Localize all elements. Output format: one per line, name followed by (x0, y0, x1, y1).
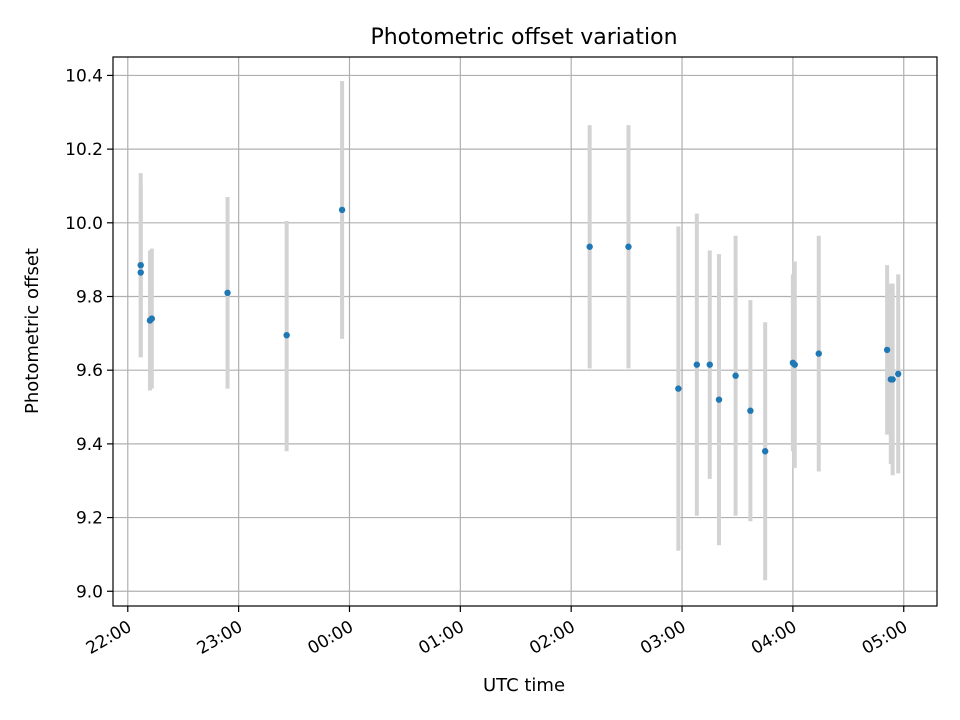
data-point (283, 331, 290, 339)
data-point (889, 376, 896, 383)
data-point (895, 370, 902, 378)
y-tick-label: 9.0 (76, 582, 103, 602)
data-point (224, 289, 231, 297)
y-tick-label: 10.0 (65, 214, 103, 234)
data-point (625, 243, 632, 250)
x-tick-label: 05:00 (859, 617, 911, 659)
data-point (675, 385, 682, 392)
chart-title: Photometric offset variation (370, 25, 677, 50)
x-tick-label: 03:00 (637, 617, 689, 659)
plot-frame (112, 56, 938, 607)
y-axis: 9.0 9.2 9.4 9.6 9.8 10.0 10.2 10.4 (65, 66, 113, 602)
data-point (586, 243, 593, 250)
data-point (761, 448, 769, 455)
data-point (137, 261, 144, 269)
data-point (338, 206, 346, 214)
x-tick-label: 22:00 (83, 617, 135, 659)
x-axis: 22:00 23:00 00:00 01:00 02:00 03:00 04:00 05:00 (83, 606, 911, 659)
data-point (791, 361, 798, 368)
x-tick-label: 02:00 (526, 617, 578, 659)
x-tick-label: 04:00 (748, 617, 800, 659)
data-point (148, 315, 155, 322)
y-tick-label: 10.4 (65, 66, 103, 86)
x-axis-label: UTC time (483, 675, 565, 696)
x-tick-label: 01:00 (415, 617, 467, 659)
data-point (715, 396, 723, 403)
y-axis-label: Photometric offset (22, 248, 43, 414)
data-point (693, 361, 701, 368)
x-tick-label: 23:00 (194, 617, 246, 659)
error-bars (138, 80, 901, 581)
data-point (732, 372, 739, 379)
data-point (706, 361, 713, 368)
y-tick-label: 9.2 (76, 509, 103, 529)
grid (113, 57, 937, 606)
data-point (137, 269, 144, 276)
data-point (883, 346, 891, 354)
y-tick-label: 9.6 (76, 361, 103, 381)
y-tick-label: 9.8 (76, 287, 103, 307)
data-point (747, 407, 754, 414)
y-tick-label: 10.2 (65, 140, 103, 160)
data-point (815, 350, 822, 357)
data-points (137, 206, 902, 455)
y-tick-label: 9.4 (76, 435, 103, 455)
x-tick-label: 00:00 (305, 617, 357, 659)
